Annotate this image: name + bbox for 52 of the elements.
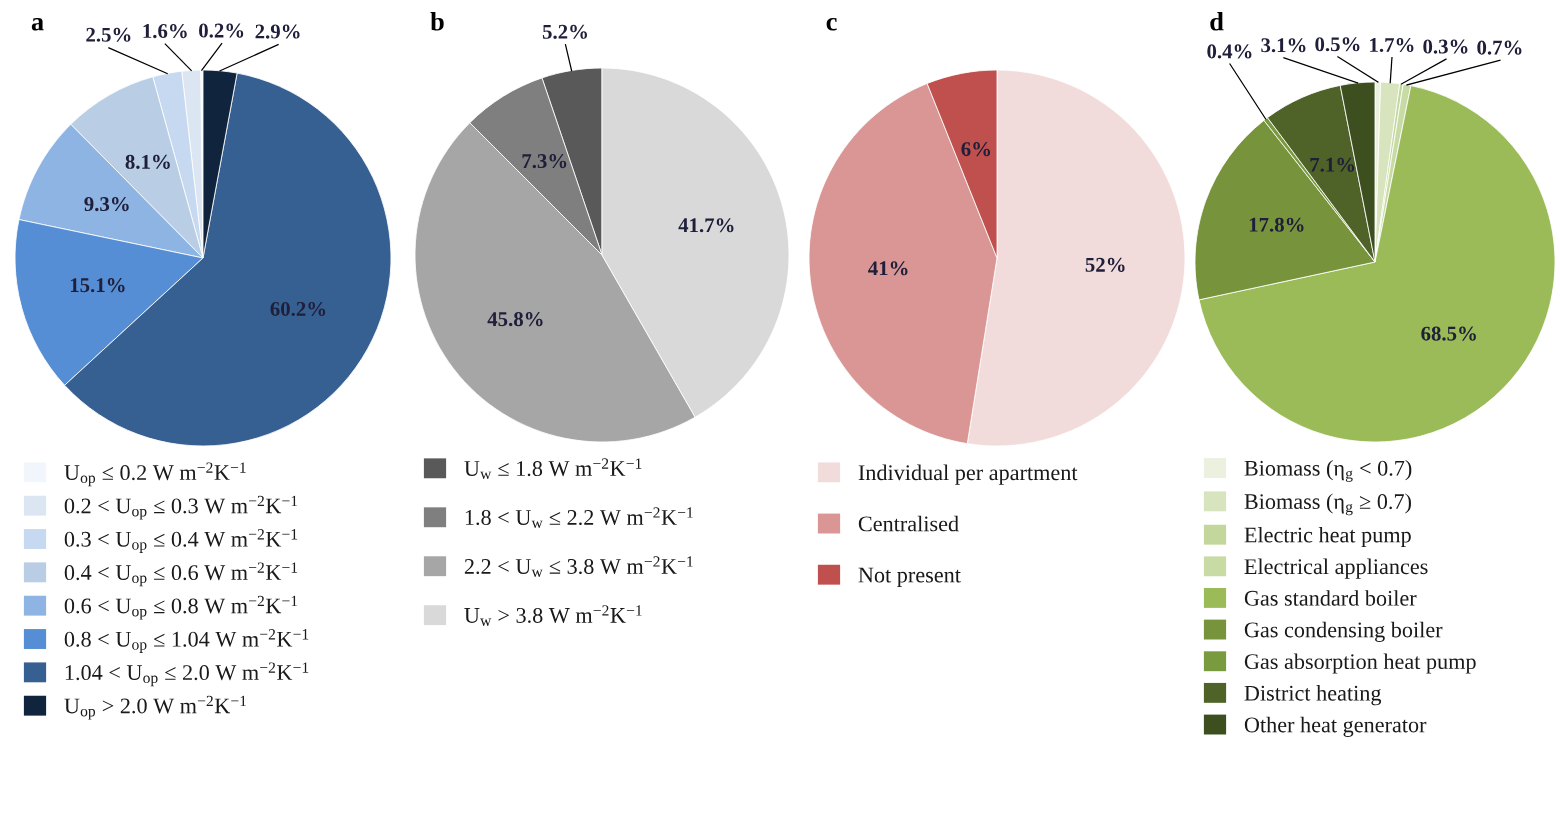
data-label: 52%	[1085, 257, 1125, 272]
data-label: 68.5%	[1421, 326, 1476, 341]
data-label: 1.6%	[143, 24, 187, 39]
data-label: 41.7%	[678, 218, 734, 233]
data-label: 7.1%	[1310, 157, 1355, 172]
data-label: 2.9%	[255, 24, 300, 39]
data-label: 7.3%	[522, 154, 567, 169]
legend-label: U$_{w}$ > 3.8 W m$^{−2}$K$^{−1}$	[464, 605, 642, 626]
data-label: 5.2%	[542, 24, 587, 39]
legend-label: U$_{op}$ > 2.0 W m$^{−2}$K$^{−1}$	[64, 695, 247, 720]
legend-label: Centralised	[858, 515, 959, 532]
data-label: 45.8%	[487, 312, 543, 327]
legend-label: Gas absorption heat pump	[1244, 653, 1476, 674]
data-label: 15.1%	[70, 278, 125, 293]
legend-label: 0.3 < U$_{op}$ ≤ 0.4 W m$^{−2}$K$^{−1}$	[64, 529, 298, 553]
data-label: 1.7%	[1370, 37, 1414, 53]
legend-label: U$_{op}$ ≤ 0.2 W m$^{−2}$K$^{−1}$	[64, 462, 246, 487]
data-label: 0.3%	[1423, 39, 1468, 54]
data-label: 3.1%	[1261, 38, 1306, 53]
legend-label: Other heat generator	[1244, 716, 1427, 737]
legend-label: Individual per apartment	[858, 464, 1078, 485]
data-label: 6%	[961, 142, 991, 157]
legend-label: Gas standard boiler	[1244, 590, 1417, 606]
chart-title: b	[430, 12, 444, 31]
data-label: 2.5%	[86, 27, 131, 42]
legend-label: U$_{w}$ ≤ 1.8 W m$^{−2}$K$^{−1}$	[464, 458, 642, 480]
legend-label: 0.8 < U$_{op}$ ≤ 1.04 W m$^{−2}$K$^{−1}$	[64, 629, 309, 653]
legend-label: Biomass (η$_{g}$ ≥ 0.7)	[1244, 493, 1411, 516]
chart-title: d	[1210, 12, 1224, 31]
legend-label: Not present	[858, 567, 961, 588]
data-label: 60.2%	[270, 301, 326, 317]
data-label: 0.4%	[1207, 44, 1252, 59]
legend-label: 0.6 < U$_{op}$ ≤ 0.8 W m$^{−2}$K$^{−1}$	[64, 595, 298, 620]
chart-title: c	[826, 17, 837, 31]
data-label: 0.5%	[1315, 37, 1360, 52]
legend-label: 0.2 < U$_{op}$ ≤ 0.3 W m$^{−2}$K$^{−1}$	[64, 495, 298, 520]
data-label: 9.3%	[84, 197, 129, 212]
legend-label: 0.4 < U$_{op}$ ≤ 0.6 W m$^{−2}$K$^{−1}$	[64, 562, 298, 587]
data-label: 41%	[868, 261, 908, 276]
data-label: 17.8%	[1249, 217, 1304, 232]
legend-label: 2.2 < U$_{w}$ ≤ 3.8 W m$^{−2}$K$^{−1}$	[464, 556, 693, 577]
chart-title: a	[31, 17, 44, 31]
legend-label: District heating	[1244, 685, 1382, 706]
legend-label: Biomass (η$_{g}$ < 0.7)	[1244, 460, 1412, 482]
data-label: 0.7%	[1477, 40, 1522, 55]
legend-label: 1.04 < U$_{op}$ ≤ 2.0 W m$^{−2}$K$^{−1}$	[65, 662, 309, 687]
legend-label: 1.8 < U$_{w}$ ≤ 2.2 W m$^{−2}$K$^{−1}$	[465, 507, 693, 528]
legend-label: Electrical appliances	[1244, 558, 1428, 579]
data-label: 8.1%	[125, 154, 170, 169]
legend-label: Gas condensing boiler	[1244, 621, 1443, 642]
data-label: 0.2%	[199, 23, 244, 38]
legend-label: Electric heat pump	[1244, 526, 1411, 548]
